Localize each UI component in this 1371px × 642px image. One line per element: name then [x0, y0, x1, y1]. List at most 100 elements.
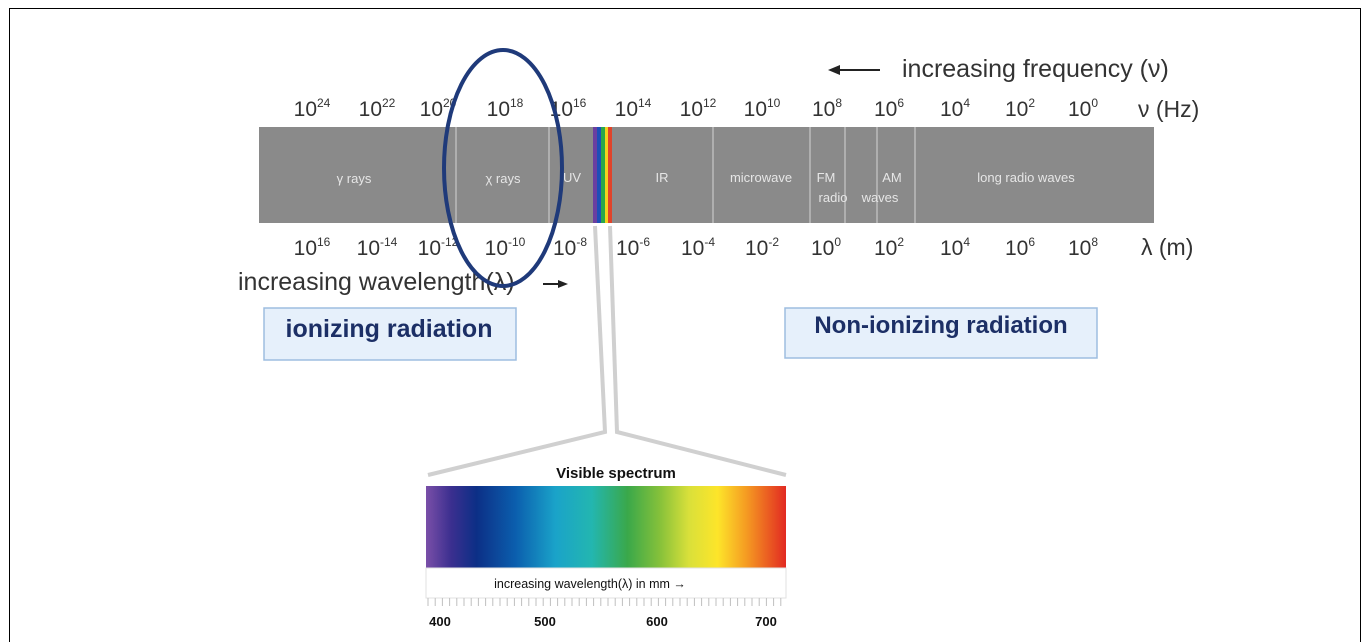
- frequency-tick-base: 10: [359, 98, 382, 121]
- wavelength-tick-exponent: 4: [963, 235, 970, 249]
- band-label-long-radio: long radio waves: [977, 170, 1075, 185]
- frequency-tick-exponent: 24: [317, 96, 331, 110]
- band-label-gamma: γ rays: [337, 171, 372, 186]
- frequency-tick-exponent: 16: [573, 96, 587, 110]
- visible-strip-green: [601, 127, 605, 223]
- wavelength-tick-base: 10: [940, 237, 963, 260]
- figure-frame: [9, 8, 1361, 642]
- frequency-tick-base: 10: [940, 98, 963, 121]
- wavelength-tick-exponent: -4: [704, 235, 715, 249]
- wavelength-tick-exponent: 2: [897, 235, 904, 249]
- ionizing-box: [263, 307, 517, 361]
- frequency-tick-base: 10: [874, 98, 897, 121]
- frequency-arrowhead-icon: [828, 65, 840, 75]
- wavelength-tick-base: 10: [616, 237, 639, 260]
- frequency-tick-base: 10: [420, 98, 443, 121]
- frequency-tick-base: 10: [1068, 98, 1091, 121]
- frequency-tick-11: 102: [1005, 96, 1035, 121]
- band-label-uv: UV: [563, 170, 581, 185]
- frequency-tick-base: 10: [744, 98, 767, 121]
- visible-minor-ticks: [427, 598, 782, 606]
- wavelength-tick-1: 10-14: [357, 235, 398, 260]
- wavelength-tick-base: 10: [418, 237, 441, 260]
- band-label-xray: χ rays: [486, 171, 521, 186]
- band-label-ir: IR: [656, 170, 669, 185]
- visible-axis-label: increasing wavelength(λ) in mm →: [494, 577, 686, 591]
- frequency-tick-6: 1012: [680, 96, 717, 121]
- wavelength-tick-exponent: -10: [508, 235, 526, 249]
- band-label-waves: waves: [861, 190, 899, 205]
- frequency-tick-base: 10: [294, 98, 317, 121]
- wavelength-tick-base: 10: [294, 237, 317, 260]
- band-label-fm: FM: [817, 170, 836, 185]
- visible-spectrum-title: Visible spectrum: [556, 465, 676, 482]
- frequency-tick-exponent: 18: [510, 96, 524, 110]
- wavelength-tick-exponent: -2: [768, 235, 779, 249]
- visible-tick-700: 700: [755, 614, 777, 629]
- frequency-tick-labels: 1024 1022 1020 1018 1016 1014 1012 1010 108 106 10…: [294, 96, 1099, 121]
- wavelength-tick-9: 102: [874, 235, 904, 260]
- spectrum-band: [259, 127, 1154, 223]
- frequency-tick-base: 10: [680, 98, 703, 121]
- wavelength-tick-base: 10: [1068, 237, 1091, 260]
- frequency-tick-8: 108: [812, 96, 842, 121]
- band-label-radio: radio: [819, 190, 848, 205]
- xray-highlight-ellipse: [442, 48, 564, 288]
- wavelength-tick-base: 10: [874, 237, 897, 260]
- band-label-microwave: microwave: [730, 170, 792, 185]
- wavelength-tick-labels: 1016 10-14 10-12 10-10 10-8 10-6 10-4 10-2 100 10…: [294, 235, 1099, 260]
- wavelength-tick-7: 10-2: [745, 235, 779, 260]
- visible-strip-red: [608, 127, 612, 223]
- wavelength-tick-exponent: -14: [380, 235, 398, 249]
- wavelength-arrowhead-icon: [558, 280, 568, 288]
- visible-strip-violet: [593, 127, 597, 223]
- frequency-tick-3: 1018: [487, 96, 524, 121]
- wavelength-tick-10: 104: [940, 235, 970, 260]
- wavelength-tick-exponent: 6: [1028, 235, 1035, 249]
- wavelength-tick-base: 10: [553, 237, 576, 260]
- band-label-am: AM: [882, 170, 902, 185]
- frequency-direction-label: increasing frequency (ν): [902, 55, 1169, 83]
- visible-axis-box: [425, 567, 787, 599]
- frequency-tick-exponent: 14: [638, 96, 652, 110]
- visible-tick-400: 400: [429, 614, 451, 629]
- visible-spectrum-bar: [426, 486, 786, 568]
- ionizing-label: ionizing radiation: [286, 315, 493, 343]
- wavelength-tick-base: 10: [357, 237, 380, 260]
- wavelength-tick-base: 10: [681, 237, 704, 260]
- wavelength-tick-base: 10: [745, 237, 768, 260]
- wavelength-tick-0: 1016: [294, 235, 331, 260]
- visible-tick-500: 500: [534, 614, 556, 629]
- wavelength-tick-6: 10-4: [681, 235, 715, 260]
- wavelength-tick-5: 10-6: [616, 235, 650, 260]
- frequency-tick-base: 10: [1005, 98, 1028, 121]
- frequency-tick-exponent: 12: [703, 96, 717, 110]
- frequency-tick-exponent: 22: [382, 96, 396, 110]
- frequency-tick-exponent: 4: [963, 96, 970, 110]
- frequency-tick-9: 106: [874, 96, 904, 121]
- frequency-tick-10: 104: [940, 96, 970, 121]
- wavelength-tick-base: 10: [811, 237, 834, 260]
- visible-tick-600: 600: [646, 614, 668, 629]
- frequency-tick-12: 100: [1068, 96, 1098, 121]
- frequency-tick-0: 1024: [294, 96, 331, 121]
- frequency-tick-7: 1010: [744, 96, 781, 121]
- visible-strip-blue: [597, 127, 601, 223]
- wavelength-tick-exponent: -6: [639, 235, 650, 249]
- frequency-tick-exponent: 2: [1028, 96, 1035, 110]
- non-ionizing-label: Non-ionizing radiation: [814, 312, 1067, 339]
- wavelength-tick-4: 10-8: [553, 235, 587, 260]
- wavelength-tick-exponent: -8: [576, 235, 587, 249]
- band-dividers: [455, 127, 916, 223]
- visible-strip-yellow: [605, 127, 608, 223]
- wavelength-tick-12: 108: [1068, 235, 1098, 260]
- frequency-tick-exponent: 8: [835, 96, 842, 110]
- frequency-tick-base: 10: [487, 98, 510, 121]
- frequency-tick-base: 10: [615, 98, 638, 121]
- wavelength-tick-base: 10: [485, 237, 508, 260]
- wavelength-tick-8: 100: [811, 235, 841, 260]
- frequency-tick-exponent: 0: [1091, 96, 1098, 110]
- wavelength-tick-base: 10: [1005, 237, 1028, 260]
- frequency-tick-5: 1014: [615, 96, 652, 121]
